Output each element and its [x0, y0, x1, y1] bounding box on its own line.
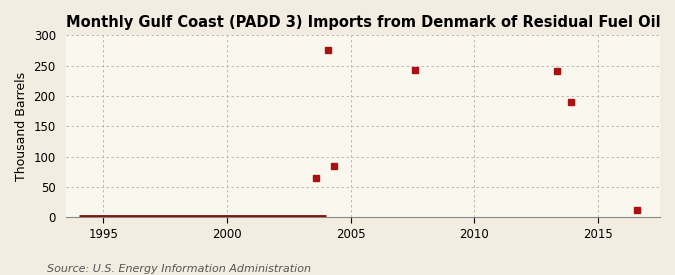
Y-axis label: Thousand Barrels: Thousand Barrels	[15, 72, 28, 181]
Title: Monthly Gulf Coast (PADD 3) Imports from Denmark of Residual Fuel Oil: Monthly Gulf Coast (PADD 3) Imports from…	[65, 15, 660, 30]
Text: Source: U.S. Energy Information Administration: Source: U.S. Energy Information Administ…	[47, 264, 311, 274]
